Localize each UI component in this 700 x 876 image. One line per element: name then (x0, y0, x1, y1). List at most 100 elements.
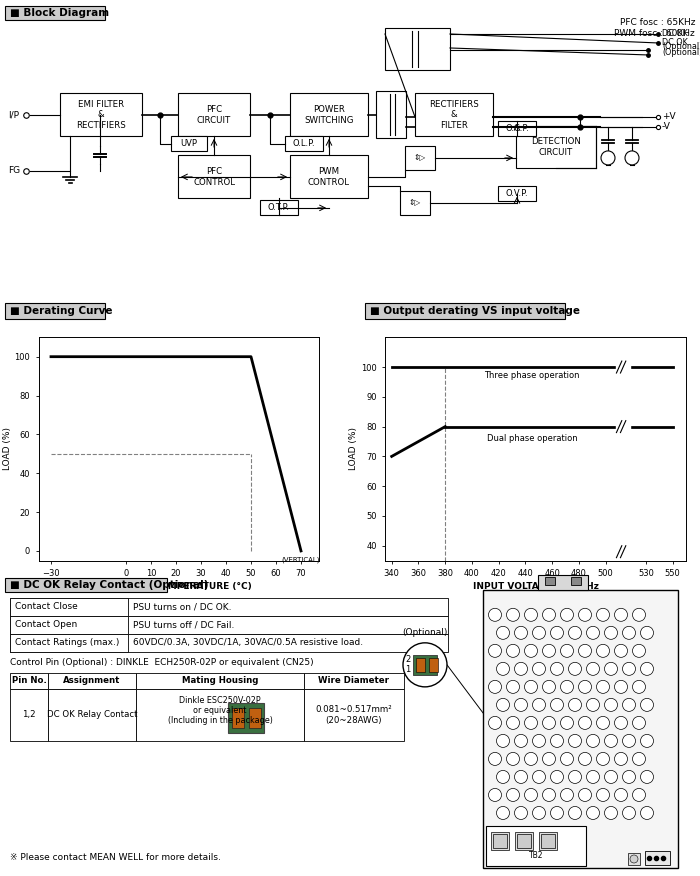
Circle shape (601, 151, 615, 165)
Circle shape (561, 608, 573, 621)
Circle shape (524, 788, 538, 802)
Circle shape (514, 626, 528, 639)
Circle shape (596, 608, 610, 621)
Bar (516, 126, 596, 168)
Circle shape (550, 807, 564, 819)
Text: 1,2: 1,2 (22, 710, 36, 719)
Circle shape (568, 770, 582, 783)
Bar (304, 689, 404, 741)
Circle shape (633, 645, 645, 657)
Bar (365, 303, 565, 320)
Bar (304, 673, 404, 689)
Circle shape (542, 608, 556, 621)
Circle shape (596, 788, 610, 802)
Bar (538, 575, 588, 590)
Text: PFC
CONTROL: PFC CONTROL (193, 167, 235, 187)
Bar (178, 93, 250, 136)
Text: DC OK: DC OK (662, 30, 687, 39)
Text: PFC
CIRCUIT: PFC CIRCUIT (197, 105, 231, 124)
Text: Assignment: Assignment (63, 676, 120, 685)
Text: O.T.P.: O.T.P. (268, 203, 290, 212)
Circle shape (587, 662, 599, 675)
Text: DETECTION
CIRCUIT: DETECTION CIRCUIT (531, 138, 581, 157)
Circle shape (633, 788, 645, 802)
Circle shape (640, 807, 654, 819)
Circle shape (605, 662, 617, 675)
Text: O.V.P.: O.V.P. (505, 189, 528, 198)
Text: O.C.P.: O.C.P. (505, 124, 529, 133)
Circle shape (514, 770, 528, 783)
Bar (416, 658, 425, 672)
Text: Contact Close: Contact Close (15, 603, 78, 611)
Text: PSU turns on / DC OK.: PSU turns on / DC OK. (133, 603, 232, 611)
Circle shape (489, 608, 501, 621)
Circle shape (514, 734, 528, 747)
Circle shape (622, 698, 636, 711)
Text: Contact Ratings (max.): Contact Ratings (max.) (15, 639, 120, 647)
Bar (415, 93, 493, 136)
Text: ⇕▷: ⇕▷ (409, 198, 421, 208)
Circle shape (489, 752, 501, 766)
Text: (VERTICAL): (VERTICAL) (281, 557, 321, 563)
Bar (10, 634, 448, 652)
Circle shape (496, 626, 510, 639)
Bar (491, 832, 509, 850)
Text: ■ DC OK Relay Contact (Optional): ■ DC OK Relay Contact (Optional) (10, 580, 209, 590)
Text: PWM
CONTROL: PWM CONTROL (308, 167, 350, 187)
Circle shape (633, 717, 645, 730)
Bar (376, 91, 406, 138)
Circle shape (615, 788, 627, 802)
Text: or equivalent: or equivalent (193, 706, 246, 716)
Circle shape (640, 698, 654, 711)
Bar (260, 200, 298, 215)
Circle shape (533, 626, 545, 639)
Bar (645, 851, 670, 865)
Circle shape (587, 807, 599, 819)
Text: Dinkle ESC250V-02P: Dinkle ESC250V-02P (179, 696, 261, 705)
Circle shape (514, 662, 528, 675)
Circle shape (578, 608, 592, 621)
X-axis label: INPUT VOLTAGE (V) 60Hz: INPUT VOLTAGE (V) 60Hz (473, 583, 598, 591)
Circle shape (622, 734, 636, 747)
Bar (517, 834, 531, 848)
Text: 0.081~0.517mm²
(20~28AWG): 0.081~0.517mm² (20~28AWG) (316, 705, 393, 724)
Circle shape (514, 807, 528, 819)
Circle shape (633, 752, 645, 766)
Text: -V: -V (662, 123, 671, 131)
Text: (Optional): (Optional) (662, 42, 700, 52)
Circle shape (587, 770, 599, 783)
Circle shape (542, 717, 556, 730)
Bar (171, 136, 207, 151)
Circle shape (542, 752, 556, 766)
Circle shape (533, 807, 545, 819)
Circle shape (587, 734, 599, 747)
Circle shape (524, 681, 538, 694)
Circle shape (533, 698, 545, 711)
Bar (60, 93, 142, 136)
Circle shape (615, 681, 627, 694)
X-axis label: AMBIENT TEMPERATURE (°C): AMBIENT TEMPERATURE (°C) (106, 583, 251, 591)
Circle shape (550, 734, 564, 747)
Circle shape (561, 645, 573, 657)
Text: Dual phase operation: Dual phase operation (486, 434, 578, 443)
Circle shape (630, 855, 638, 863)
Circle shape (489, 717, 501, 730)
Circle shape (578, 681, 592, 694)
Circle shape (507, 645, 519, 657)
Bar (232, 708, 244, 728)
Circle shape (533, 770, 545, 783)
Bar (5, 578, 167, 592)
Bar (539, 832, 557, 850)
Text: UVP: UVP (181, 139, 197, 148)
Bar (385, 28, 450, 70)
Text: ※ Please contact MEAN WELL for more details.: ※ Please contact MEAN WELL for more deta… (10, 853, 221, 863)
Text: ⇕▷: ⇕▷ (414, 153, 426, 162)
Circle shape (507, 788, 519, 802)
Circle shape (496, 698, 510, 711)
Circle shape (489, 788, 501, 802)
Text: DC OK: DC OK (662, 39, 687, 47)
Circle shape (550, 698, 564, 711)
Circle shape (561, 788, 573, 802)
Text: (Optional): (Optional) (662, 48, 700, 58)
Bar (541, 834, 555, 848)
